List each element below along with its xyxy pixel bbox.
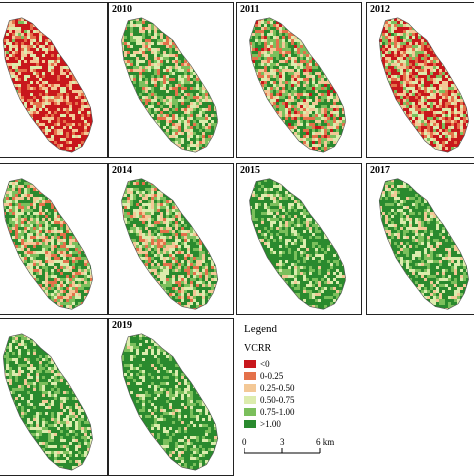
legend-swatch xyxy=(244,420,256,428)
legend-label: 0.25-0.50 xyxy=(260,383,295,393)
map-panel: 2015 xyxy=(236,163,362,315)
map-panel: 2017 xyxy=(366,163,474,315)
vcrr-raster-map xyxy=(0,164,108,315)
vcrr-raster-map xyxy=(237,3,362,158)
map-panel: 2014 xyxy=(108,163,234,315)
panel-year-label: 2015 xyxy=(240,165,260,176)
legend-item: >1.00 xyxy=(244,418,281,429)
panel-year-label: 2011 xyxy=(240,4,259,15)
map-panel xyxy=(0,163,108,315)
legend-item: 0.75-1.00 xyxy=(244,406,295,417)
legend-item: <0 xyxy=(244,358,270,369)
legend-label: >1.00 xyxy=(260,419,281,429)
scale-bar: 0 3 6 km xyxy=(244,437,354,467)
legend-item: 0-0.25 xyxy=(244,370,283,381)
vcrr-raster-map xyxy=(109,3,234,158)
panel-year-label: 2017 xyxy=(370,165,390,176)
legend-subtitle: VCRR xyxy=(244,343,271,354)
legend-item: 0.25-0.50 xyxy=(244,382,295,393)
vcrr-raster-map xyxy=(237,164,362,315)
vcrr-raster-map xyxy=(0,3,108,158)
legend-label: 0-0.25 xyxy=(260,371,283,381)
vcrr-raster-map xyxy=(0,319,108,476)
vcrr-raster-map xyxy=(109,164,234,315)
panel-year-label: 2014 xyxy=(112,165,132,176)
scale-line xyxy=(244,437,354,467)
legend-swatch xyxy=(244,408,256,416)
legend-item: 0.50-0.75 xyxy=(244,394,295,405)
legend-label: <0 xyxy=(260,359,270,369)
panel-year-label: 2012 xyxy=(370,4,390,15)
legend-title: Legend xyxy=(244,323,277,335)
panel-year-label: 2019 xyxy=(112,320,132,331)
legend-label: 0.75-1.00 xyxy=(260,407,295,417)
legend-swatch xyxy=(244,384,256,392)
map-panel xyxy=(0,318,108,476)
map-panel: 2011 xyxy=(236,2,362,158)
vcrr-raster-map xyxy=(367,164,474,315)
vcrr-raster-map xyxy=(109,319,234,476)
map-panel xyxy=(0,2,108,158)
legend-swatch xyxy=(244,372,256,380)
legend-swatch xyxy=(244,396,256,404)
vcrr-raster-map xyxy=(367,3,474,158)
map-panel: 2019 xyxy=(108,318,234,476)
legend-swatch xyxy=(244,360,256,368)
legend-label: 0.50-0.75 xyxy=(260,395,295,405)
panel-year-label: 2010 xyxy=(112,4,132,15)
map-panel: 2010 xyxy=(108,2,234,158)
map-panel: 2012 xyxy=(366,2,474,158)
